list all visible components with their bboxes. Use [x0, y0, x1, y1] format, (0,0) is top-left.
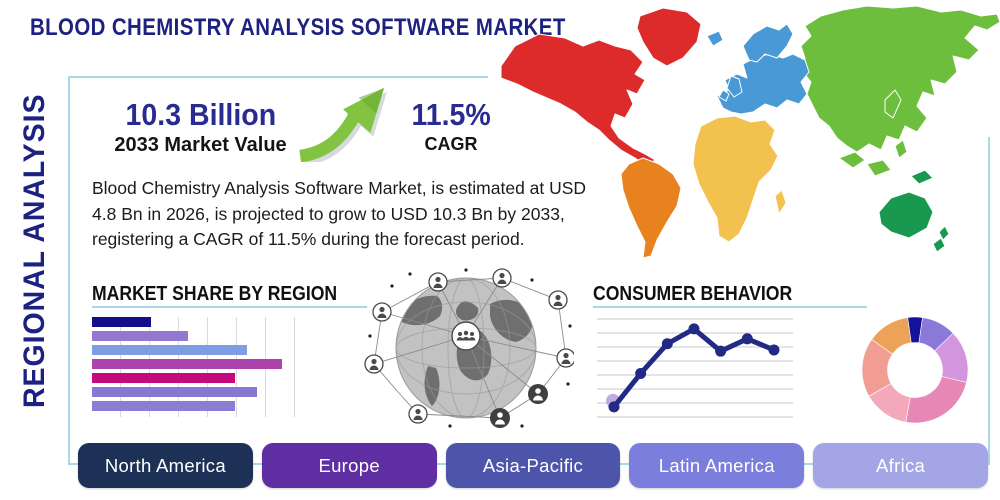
page-title: BLOOD CHEMISTRY ANALYSIS SOFTWARE MARKET: [30, 14, 566, 41]
bar-region-3: [92, 345, 248, 355]
bar-region-5: [92, 373, 235, 383]
region-button-africa[interactable]: Africa: [813, 443, 988, 488]
network-dots: [368, 268, 572, 428]
continent-europe: [716, 53, 810, 115]
market-value-stat: 10.3 Billion 2033 Market Value: [88, 97, 313, 157]
donut-segment-4: [905, 376, 967, 423]
network-globe-illustration: [364, 268, 574, 428]
asia-islands: [838, 89, 908, 177]
consumer-behavior-underline: [593, 306, 867, 308]
central-group-node: [451, 321, 481, 351]
market-share-heading: MARKET SHARE BY REGION: [92, 283, 338, 305]
madagascar: [774, 189, 787, 215]
growth-arrow-icon: [299, 87, 387, 162]
europe-islands: [706, 23, 794, 102]
continent-oceania: [878, 169, 950, 253]
consumer-behavior-line-chart: [597, 318, 793, 418]
cagr-number: 11.5%: [411, 97, 491, 132]
market-share-underline: [92, 306, 367, 308]
continent-south-america: [620, 157, 682, 259]
bar-region-2: [92, 331, 188, 341]
continent-asia: [800, 5, 1000, 153]
region-buttons-row: North America Europe Asia-Pacific Latin …: [78, 443, 988, 488]
side-label-regional-analysis: REGIONAL ANALYSIS: [18, 93, 51, 408]
frame-border-right: [988, 137, 990, 465]
market-share-bar-chart: [92, 317, 296, 417]
cagr-label: CAGR: [424, 133, 478, 154]
world-map: [500, 5, 1000, 259]
frame-border-top: [68, 76, 488, 78]
bar-region-4: [92, 359, 282, 369]
donut-segment-7: [871, 317, 912, 355]
frame-border-left: [68, 76, 70, 465]
continent-africa: [692, 115, 779, 243]
market-value-label: 2033 Market Value: [114, 133, 287, 156]
bar-region-7: [92, 401, 235, 411]
continent-north-america: [500, 33, 656, 167]
market-value-number: 10.3 Billion: [125, 97, 276, 132]
market-share-donut-chart: [862, 317, 968, 423]
region-button-asia-pacific[interactable]: Asia-Pacific: [445, 443, 621, 488]
bar-region-1: [92, 317, 152, 327]
people-nodes: [364, 268, 574, 428]
region-button-latin-america[interactable]: Latin America: [629, 443, 805, 488]
market-description: Blood Chemistry Analysis Software Market…: [92, 178, 587, 250]
consumer-behavior-heading: CONSUMER BEHAVIOR: [593, 283, 793, 305]
region-button-europe[interactable]: Europe: [261, 443, 437, 488]
bar-region-6: [92, 387, 258, 397]
region-button-north-america[interactable]: North America: [78, 443, 253, 488]
cagr-stat: 11.5% CAGR: [396, 97, 506, 155]
continent-greenland: [636, 7, 702, 67]
